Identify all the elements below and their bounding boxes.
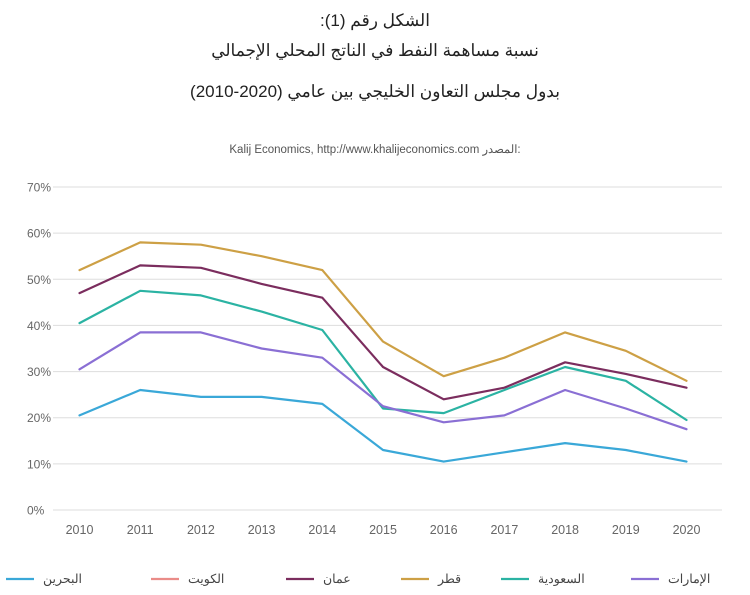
svg-text:2015: 2015 (369, 523, 397, 537)
svg-text:2019: 2019 (612, 523, 640, 537)
svg-text:50%: 50% (27, 273, 51, 287)
svg-text:0%: 0% (27, 504, 45, 518)
svg-text:2010: 2010 (66, 523, 94, 537)
svg-text:60%: 60% (27, 227, 51, 241)
svg-text:2011: 2011 (127, 523, 154, 537)
svg-text:70%: 70% (27, 181, 51, 195)
svg-text:20%: 20% (27, 411, 51, 425)
svg-text:2017: 2017 (490, 523, 518, 537)
svg-text:2018: 2018 (551, 523, 579, 537)
svg-text:2012: 2012 (187, 523, 215, 537)
svg-text:30%: 30% (27, 365, 51, 379)
svg-text:2013: 2013 (248, 523, 276, 537)
svg-text:40%: 40% (27, 319, 51, 333)
svg-text:10%: 10% (27, 457, 51, 471)
svg-text:2020: 2020 (673, 523, 701, 537)
svg-text:2014: 2014 (308, 523, 336, 537)
svg-text:2016: 2016 (430, 523, 458, 537)
